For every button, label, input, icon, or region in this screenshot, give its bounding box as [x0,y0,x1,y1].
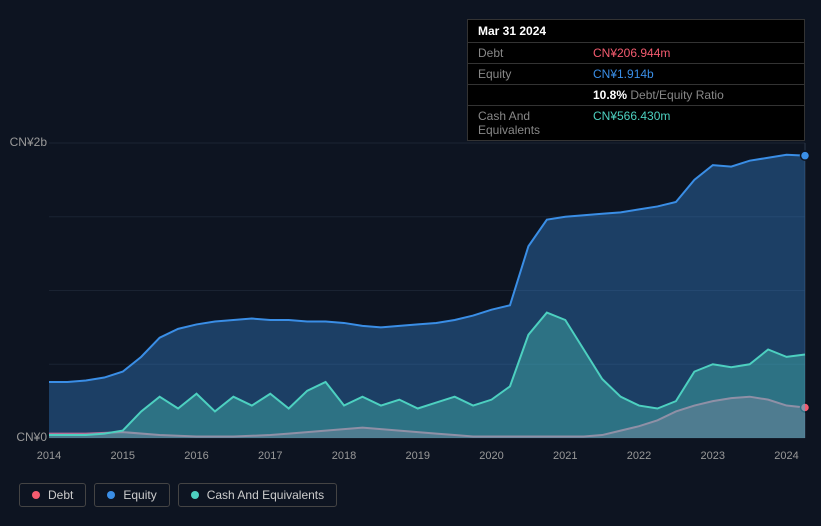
tooltip-label [468,85,593,105]
x-axis-label: 2014 [37,450,61,462]
legend-dot-icon [107,491,115,499]
tooltip-row: 10.8% Debt/Equity Ratio [468,85,804,106]
x-axis-label: 2015 [111,450,135,462]
tooltip-label: Equity [468,64,593,84]
legend-label: Equity [123,488,156,502]
legend-label: Cash And Equivalents [207,488,324,502]
legend-label: Debt [48,488,73,502]
x-axis-label: 2019 [406,450,430,462]
x-axis-label: 2018 [332,450,356,462]
legend-dot-icon [191,491,199,499]
chart-tooltip: Mar 31 2024 DebtCN¥206.944mEquityCN¥1.91… [467,19,805,141]
legend-item-cash-and-equivalents[interactable]: Cash And Equivalents [178,483,337,507]
legend-item-equity[interactable]: Equity [94,483,169,507]
chart-legend: Debt Equity Cash And Equivalents [19,483,337,507]
x-axis-label: 2020 [479,450,503,462]
tooltip-value: 10.8% Debt/Equity Ratio [593,85,734,105]
tooltip-value: CN¥1.914b [593,64,664,84]
tooltip-value: CN¥206.944m [593,43,680,63]
x-axis-label: 2016 [184,450,208,462]
x-axis-label: 2022 [627,450,651,462]
legend-item-debt[interactable]: Debt [19,483,86,507]
x-axis-label: 2021 [553,450,577,462]
tooltip-date: Mar 31 2024 [468,20,804,43]
tooltip-label: Cash And Equivalents [468,106,593,140]
y-axis-label: CN¥2b [10,135,47,149]
tooltip-row: DebtCN¥206.944m [468,43,804,64]
legend-dot-icon [32,491,40,499]
x-axis-label: 2023 [701,450,725,462]
tooltip-row: EquityCN¥1.914b [468,64,804,85]
tooltip-value: CN¥566.430m [593,106,680,140]
tooltip-row: Cash And EquivalentsCN¥566.430m [468,106,804,140]
x-axis-label: 2017 [258,450,282,462]
x-axis-label: 2024 [774,450,798,462]
y-axis-label: CN¥0 [16,430,47,444]
tooltip-label: Debt [468,43,593,63]
